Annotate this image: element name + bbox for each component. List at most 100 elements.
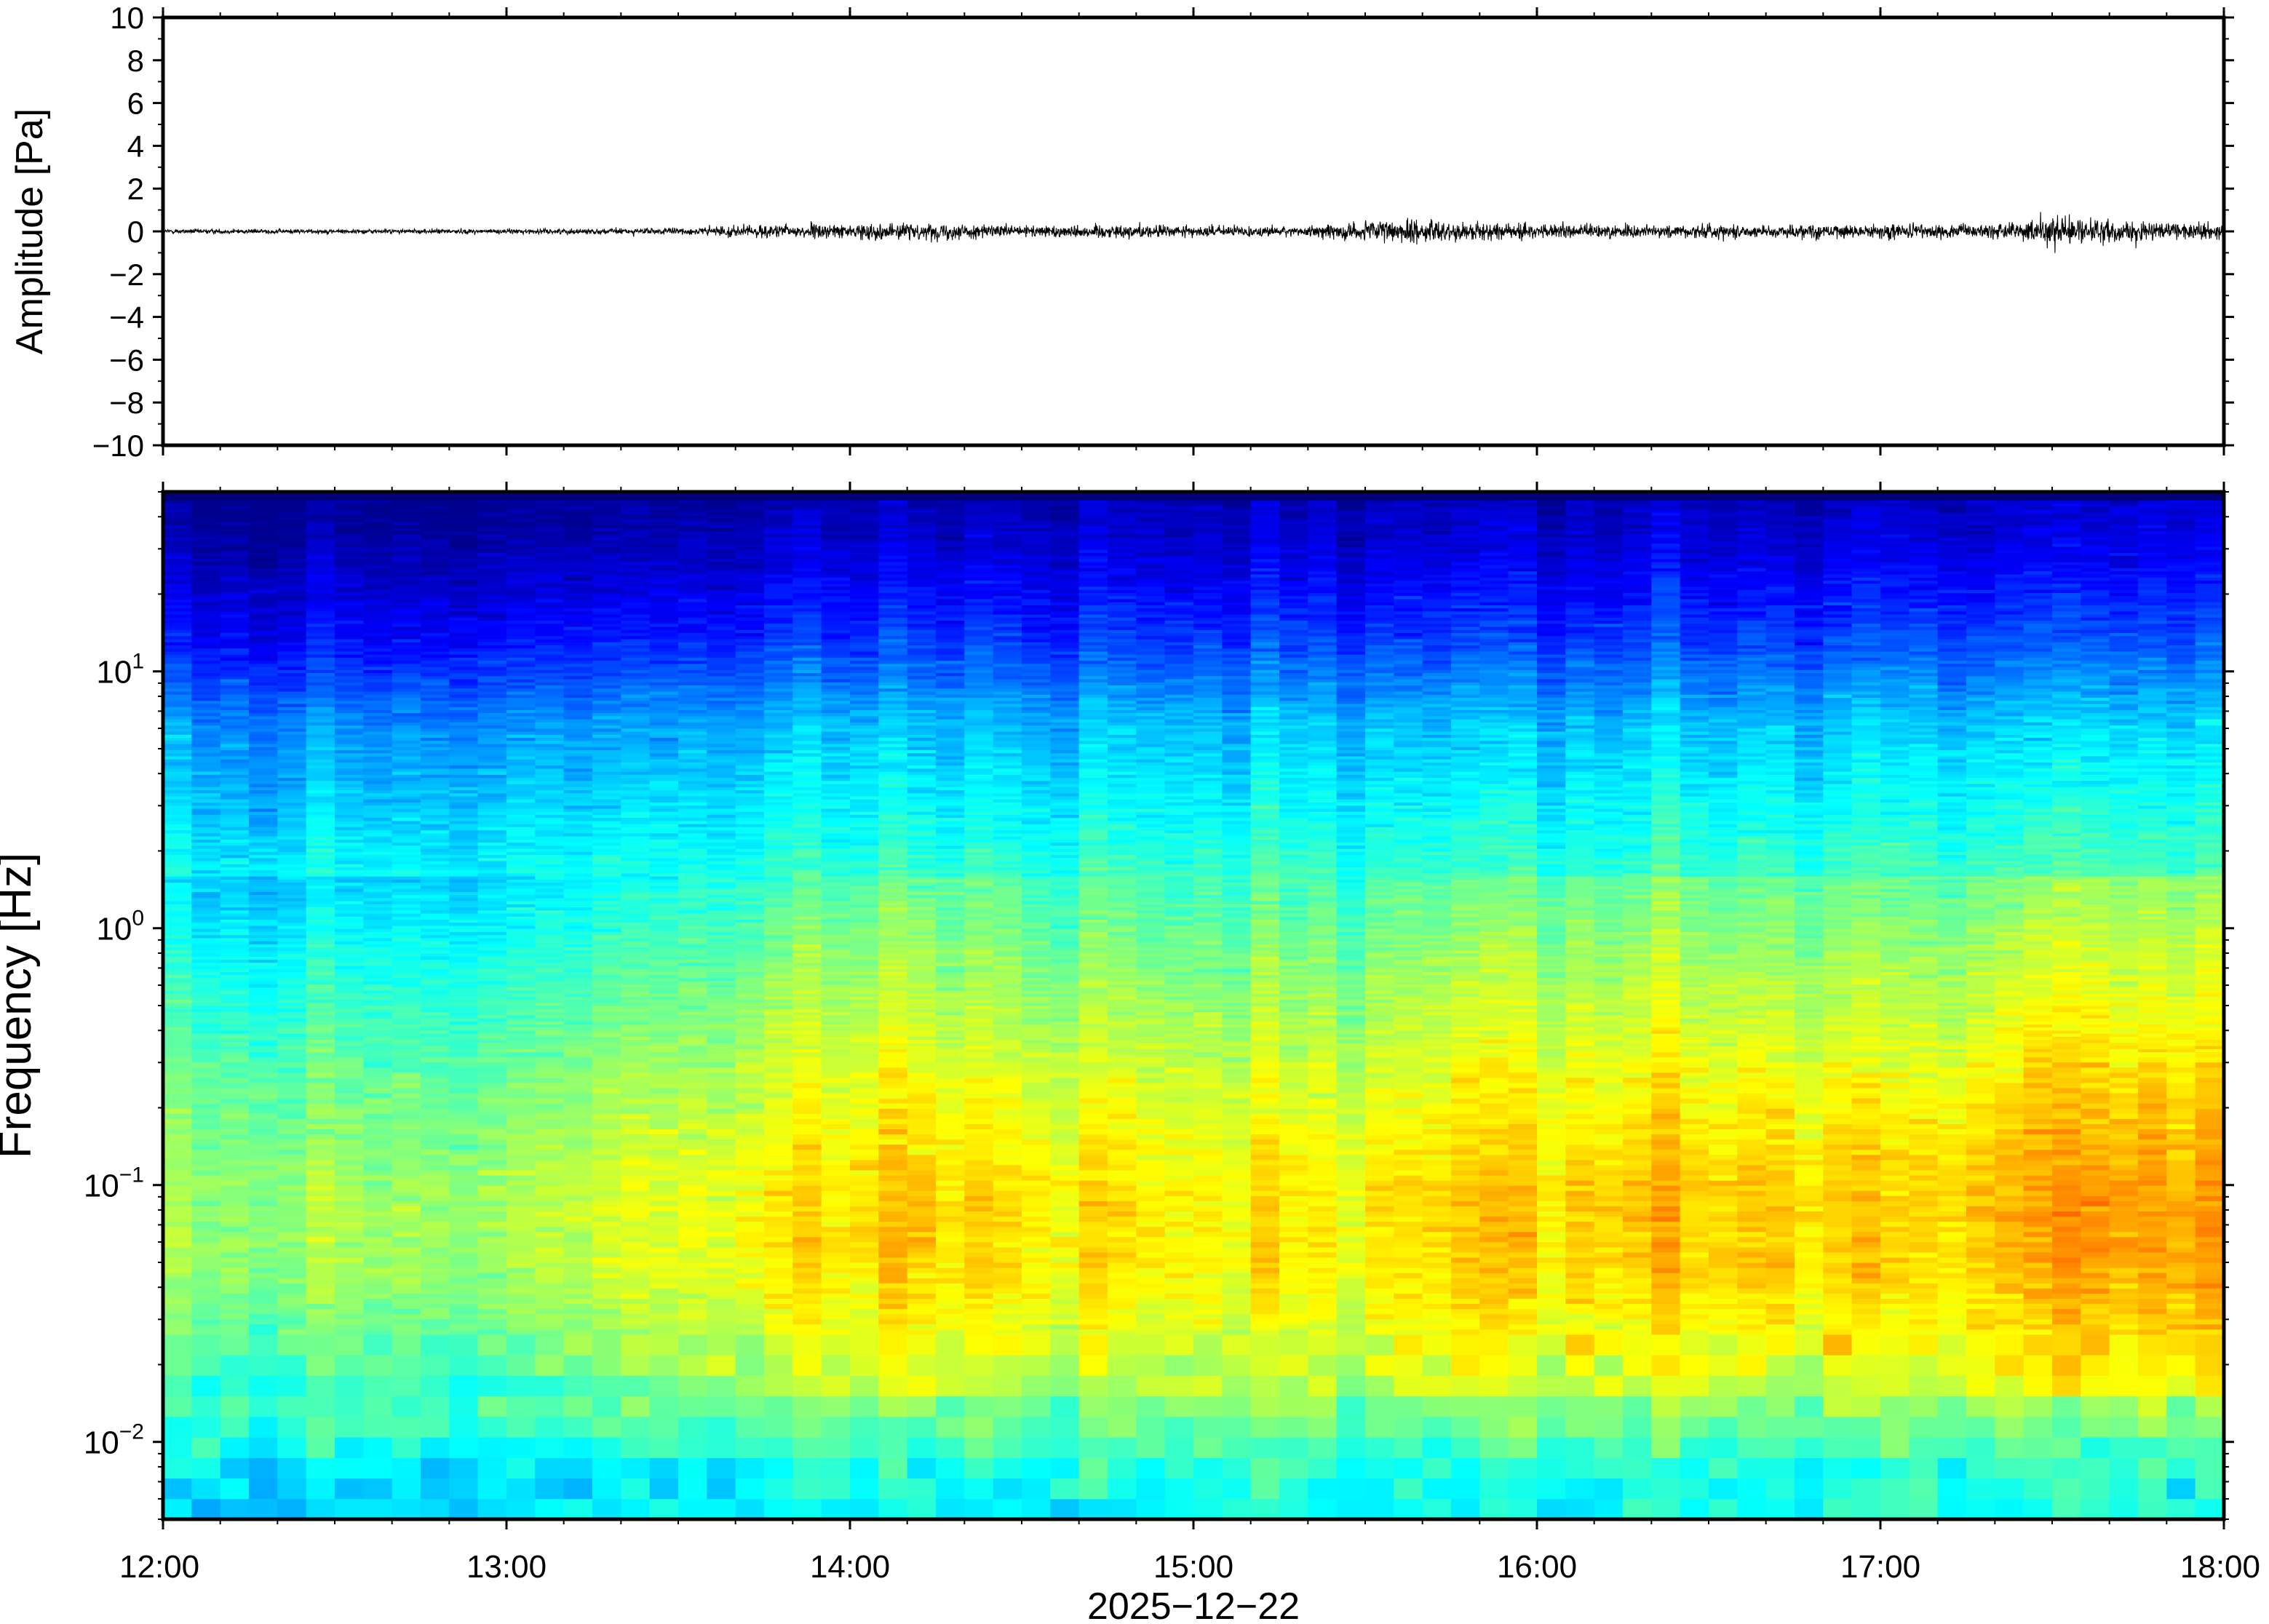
spectrogram-cell (621, 558, 651, 562)
spectrogram-cell (249, 1169, 278, 1176)
spectrogram-cell (535, 525, 565, 529)
spectrogram-cell (563, 1021, 593, 1025)
spectrogram-cell (277, 666, 307, 670)
spectrogram-cell (191, 712, 221, 717)
spectrogram-cell (592, 993, 621, 997)
spectrogram-cell (477, 685, 507, 689)
spectrogram-cell (277, 715, 307, 720)
spectrogram-cell (220, 912, 250, 917)
spectrogram-cell (163, 694, 192, 698)
spectrogram-cell (335, 1008, 364, 1013)
spectrogram-cell (335, 725, 364, 729)
spectrogram-cell (163, 922, 192, 926)
spectrogram-cell (306, 722, 335, 726)
spectrogram-cell (563, 509, 593, 513)
spectrogram-cell (306, 1014, 335, 1019)
spectrogram-cell (335, 598, 364, 602)
spectrogram-cell (506, 836, 536, 840)
spectrogram-cell (592, 912, 621, 917)
spectrogram-cell (306, 1123, 335, 1130)
spectrogram-cell (477, 956, 507, 960)
spectrogram-cell (678, 1033, 707, 1037)
spectrogram-cell (363, 1006, 393, 1009)
spectrogram-cell (392, 722, 421, 726)
spectrogram-cell (363, 562, 393, 565)
spectrogram-cell (392, 1027, 421, 1031)
spectrogram-cell (220, 1201, 250, 1206)
spectrogram-cell (220, 894, 250, 899)
spectrogram-cell (477, 589, 507, 593)
spectrogram-cell (191, 737, 221, 741)
spectrogram-cell (535, 672, 565, 677)
spectrogram-cell (277, 1355, 307, 1376)
spectrogram-cell (592, 500, 621, 504)
spectrogram-cell (220, 904, 250, 908)
spectrogram-cell (649, 712, 679, 717)
spectrogram-cell (335, 857, 364, 861)
spectrogram-cell (563, 549, 593, 553)
spectrogram-cell (506, 771, 536, 775)
spectrogram-cell (277, 925, 307, 929)
spectrogram-cell (163, 725, 192, 729)
spectrogram-cell (392, 1201, 421, 1206)
spectrogram-cell (163, 690, 192, 695)
spectrogram-cell (191, 743, 221, 747)
spectrogram-cell (563, 1098, 593, 1104)
spectrogram-cell (163, 811, 192, 815)
spectrogram-cell (707, 1329, 736, 1335)
spectrogram-cell (363, 909, 393, 914)
spectrogram-cell (163, 1072, 192, 1078)
spectrogram-cell (592, 509, 621, 513)
spectrogram-cell (220, 962, 250, 966)
spectrogram-cell (506, 743, 536, 747)
spectrogram-cell (563, 586, 593, 590)
spectrogram-cell (249, 1144, 278, 1150)
spectrogram-cell (449, 602, 479, 605)
spectrogram-cell (621, 577, 651, 581)
spectrogram-cell (421, 1174, 450, 1181)
spectrogram-cell (335, 700, 364, 704)
spectrogram-cell (306, 1241, 335, 1248)
spectrogram-cell (707, 1134, 736, 1140)
spectrogram-cell (277, 857, 307, 861)
spectrogram-cell (707, 697, 736, 701)
spectrogram-cell (563, 962, 593, 966)
spectrogram-cell (277, 836, 307, 840)
spectrogram-cell (363, 1180, 393, 1186)
spectrogram-cell (163, 503, 192, 507)
spectrogram-cell (592, 623, 621, 627)
spectrogram-cell (563, 719, 593, 723)
spectrogram-cell (506, 1257, 536, 1263)
spectrogram-cell (649, 506, 679, 510)
spectrogram-cell (707, 1014, 736, 1019)
spectrogram-cell (335, 1457, 364, 1479)
spectrogram-cell (649, 598, 679, 602)
spectrogram-cell (506, 533, 536, 538)
spectrogram-cell (249, 1313, 278, 1320)
spectrogram-cell (535, 897, 565, 901)
spectrogram-cell (649, 518, 679, 522)
spectrogram-cell (363, 592, 393, 597)
spectrogram-cell (421, 690, 450, 695)
spectrogram-cell (335, 771, 364, 775)
spectrogram-cell (220, 1257, 250, 1263)
spectrogram-cell (592, 1077, 621, 1083)
spectrogram-cell (421, 543, 450, 547)
spectrogram-cell (163, 904, 192, 908)
spectrogram-cell (477, 675, 507, 680)
spectrogram-cell (220, 740, 250, 744)
spectrogram-cell (592, 1334, 621, 1356)
spectrogram-cell (163, 623, 192, 627)
spectrogram-cell (563, 891, 593, 896)
spectrogram-cell (506, 568, 536, 572)
spectrogram-cell (277, 1098, 307, 1104)
spectrogram-cell (363, 743, 393, 747)
spectrogram-cell (249, 784, 278, 787)
spectrogram-cell (249, 1355, 278, 1376)
spectrogram-cell (621, 1201, 651, 1206)
spectrogram-cell (477, 839, 507, 843)
spectrogram-cell (249, 987, 278, 991)
spectrogram-cell (621, 737, 651, 741)
spectrogram-cell (563, 1011, 593, 1016)
spectrogram-cell (506, 635, 536, 640)
